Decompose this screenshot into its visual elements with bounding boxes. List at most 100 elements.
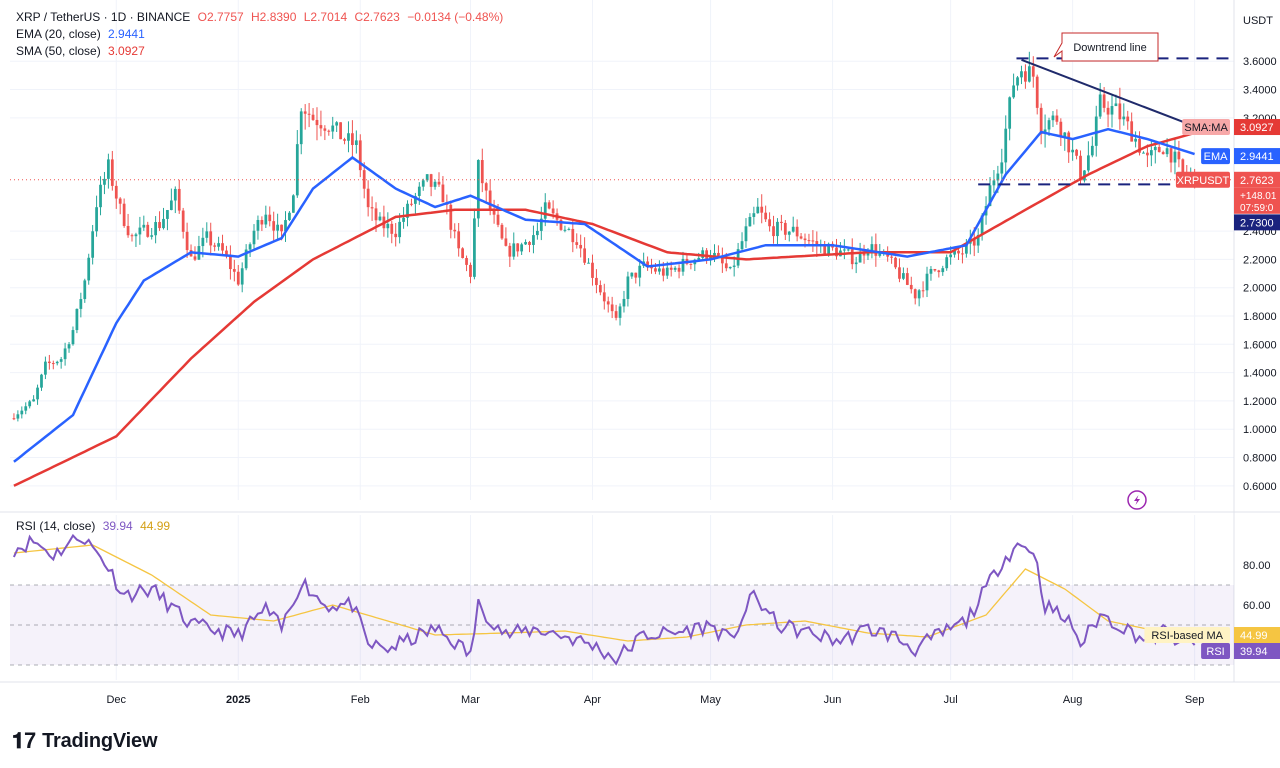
candle-body — [972, 238, 976, 246]
time-tick-label: Mar — [461, 694, 480, 706]
candle-body — [1165, 148, 1169, 155]
sma-legend-row[interactable]: SMA (50, close) 3.0927 — [16, 43, 503, 60]
candle-body — [945, 257, 949, 269]
price-badge-countdown: 07:59:0 — [1240, 203, 1274, 214]
price-tick-label: 0.8000 — [1243, 453, 1277, 465]
candle-body — [1114, 103, 1118, 107]
time-tick-label: May — [700, 694, 721, 706]
candle-body — [311, 114, 315, 120]
sma-50-line — [13, 131, 1195, 487]
sma-badge: SMA:MA 3.0927 — [1182, 119, 1280, 136]
candle-body — [1079, 155, 1082, 181]
candle-body — [154, 222, 157, 236]
candle-body — [177, 188, 181, 211]
rsi-tick-label: 80.00 — [1243, 560, 1271, 572]
candle-body — [587, 262, 590, 264]
candle-body — [665, 267, 669, 276]
candle-body — [622, 298, 626, 307]
grid — [0, 0, 1280, 683]
candle-body — [870, 244, 874, 252]
candle-body — [28, 401, 32, 407]
candle-body — [95, 207, 98, 232]
candle-body — [567, 228, 571, 230]
candle-body — [1047, 120, 1051, 130]
candle-body — [1067, 132, 1071, 153]
rsi-ma-badge: RSI-based MA 44.99 — [1144, 627, 1280, 643]
candle-body — [339, 122, 342, 140]
rsi-ma-legend-value: 44.99 — [140, 519, 171, 533]
price-tick-label: 2.2000 — [1243, 254, 1277, 266]
candle-body — [12, 418, 16, 420]
candle-body — [583, 248, 586, 263]
drawings[interactable]: Downtrend line — [10, 32, 1234, 186]
lightning-icon[interactable] — [1127, 490, 1147, 510]
brand-name: TradingView — [42, 729, 158, 752]
candle-body — [16, 414, 20, 419]
sma-badge-label: SMA:MA — [1184, 122, 1228, 134]
price-tick-label: 1.0000 — [1243, 424, 1277, 436]
candle-body — [913, 289, 917, 299]
candle-body — [602, 292, 606, 302]
candle-body — [717, 252, 720, 256]
rsi-badge-label: RSI — [1206, 646, 1224, 658]
candle-body — [646, 261, 649, 267]
candle-body — [504, 238, 508, 246]
candle-body — [473, 218, 476, 277]
candle-body — [846, 249, 850, 251]
candle-body — [150, 235, 154, 237]
candle-body — [795, 226, 799, 237]
symbol-title[interactable]: XRP / TetherUS · 1D · BINANCE — [16, 10, 191, 24]
candle-body — [937, 270, 941, 273]
time-tick-label: Jul — [944, 694, 958, 706]
candle-body — [1027, 66, 1031, 82]
candle-body — [1004, 128, 1008, 163]
tradingview-logo[interactable]: 𝟏7 TradingView — [12, 728, 158, 754]
ema-20-line — [13, 127, 1195, 463]
price-badge-value-bg — [1234, 171, 1280, 188]
candle-body — [949, 254, 953, 258]
candle-body — [362, 170, 366, 189]
candle-body — [953, 250, 956, 255]
candle-body — [890, 256, 893, 258]
candle-body — [842, 249, 846, 251]
candle-body — [894, 257, 897, 268]
candle-body — [394, 233, 398, 238]
candle-body — [256, 219, 260, 231]
candle-body — [83, 280, 87, 300]
price-badge-value: 2.7623 — [1240, 175, 1274, 187]
rsi-ma-line — [13, 544, 1195, 642]
candle-body — [20, 410, 24, 415]
candle-body — [315, 119, 319, 126]
candle-body — [264, 214, 268, 225]
rsi-legend-row[interactable]: RSI (14, close) 39.94 44.99 — [16, 519, 170, 533]
candle-body — [476, 160, 480, 219]
ema-legend-row[interactable]: EMA (20, close) 2.9441 — [16, 26, 503, 43]
rsi-legend-label: RSI (14, close) — [16, 519, 96, 533]
candle-body — [595, 277, 598, 286]
ohlc-high: H2.8390 — [251, 10, 297, 24]
ohlc-open: O2.7757 — [197, 10, 244, 24]
candle-body — [240, 268, 244, 285]
candle-body — [358, 140, 362, 171]
candle-body — [99, 184, 102, 208]
candle-body — [441, 184, 445, 203]
candle-body — [964, 243, 968, 254]
candle-body — [512, 243, 516, 257]
candle-body — [181, 210, 185, 232]
candle-body — [449, 204, 453, 230]
candle-body — [118, 198, 122, 204]
candle-body — [103, 178, 106, 185]
candle-body — [996, 173, 1000, 181]
candle-body — [114, 185, 118, 199]
candle-body — [780, 221, 783, 223]
candle-body — [756, 206, 760, 214]
candle-body — [461, 248, 464, 259]
price-badge-change: +148.01 — [1240, 191, 1277, 202]
rsi-badge-value: 39.94 — [1240, 646, 1268, 658]
candle-body — [823, 244, 827, 255]
ema-badge-label-bg — [1201, 148, 1230, 165]
candle-body — [469, 264, 472, 277]
candle-body — [772, 226, 775, 237]
candle-body — [386, 223, 390, 229]
